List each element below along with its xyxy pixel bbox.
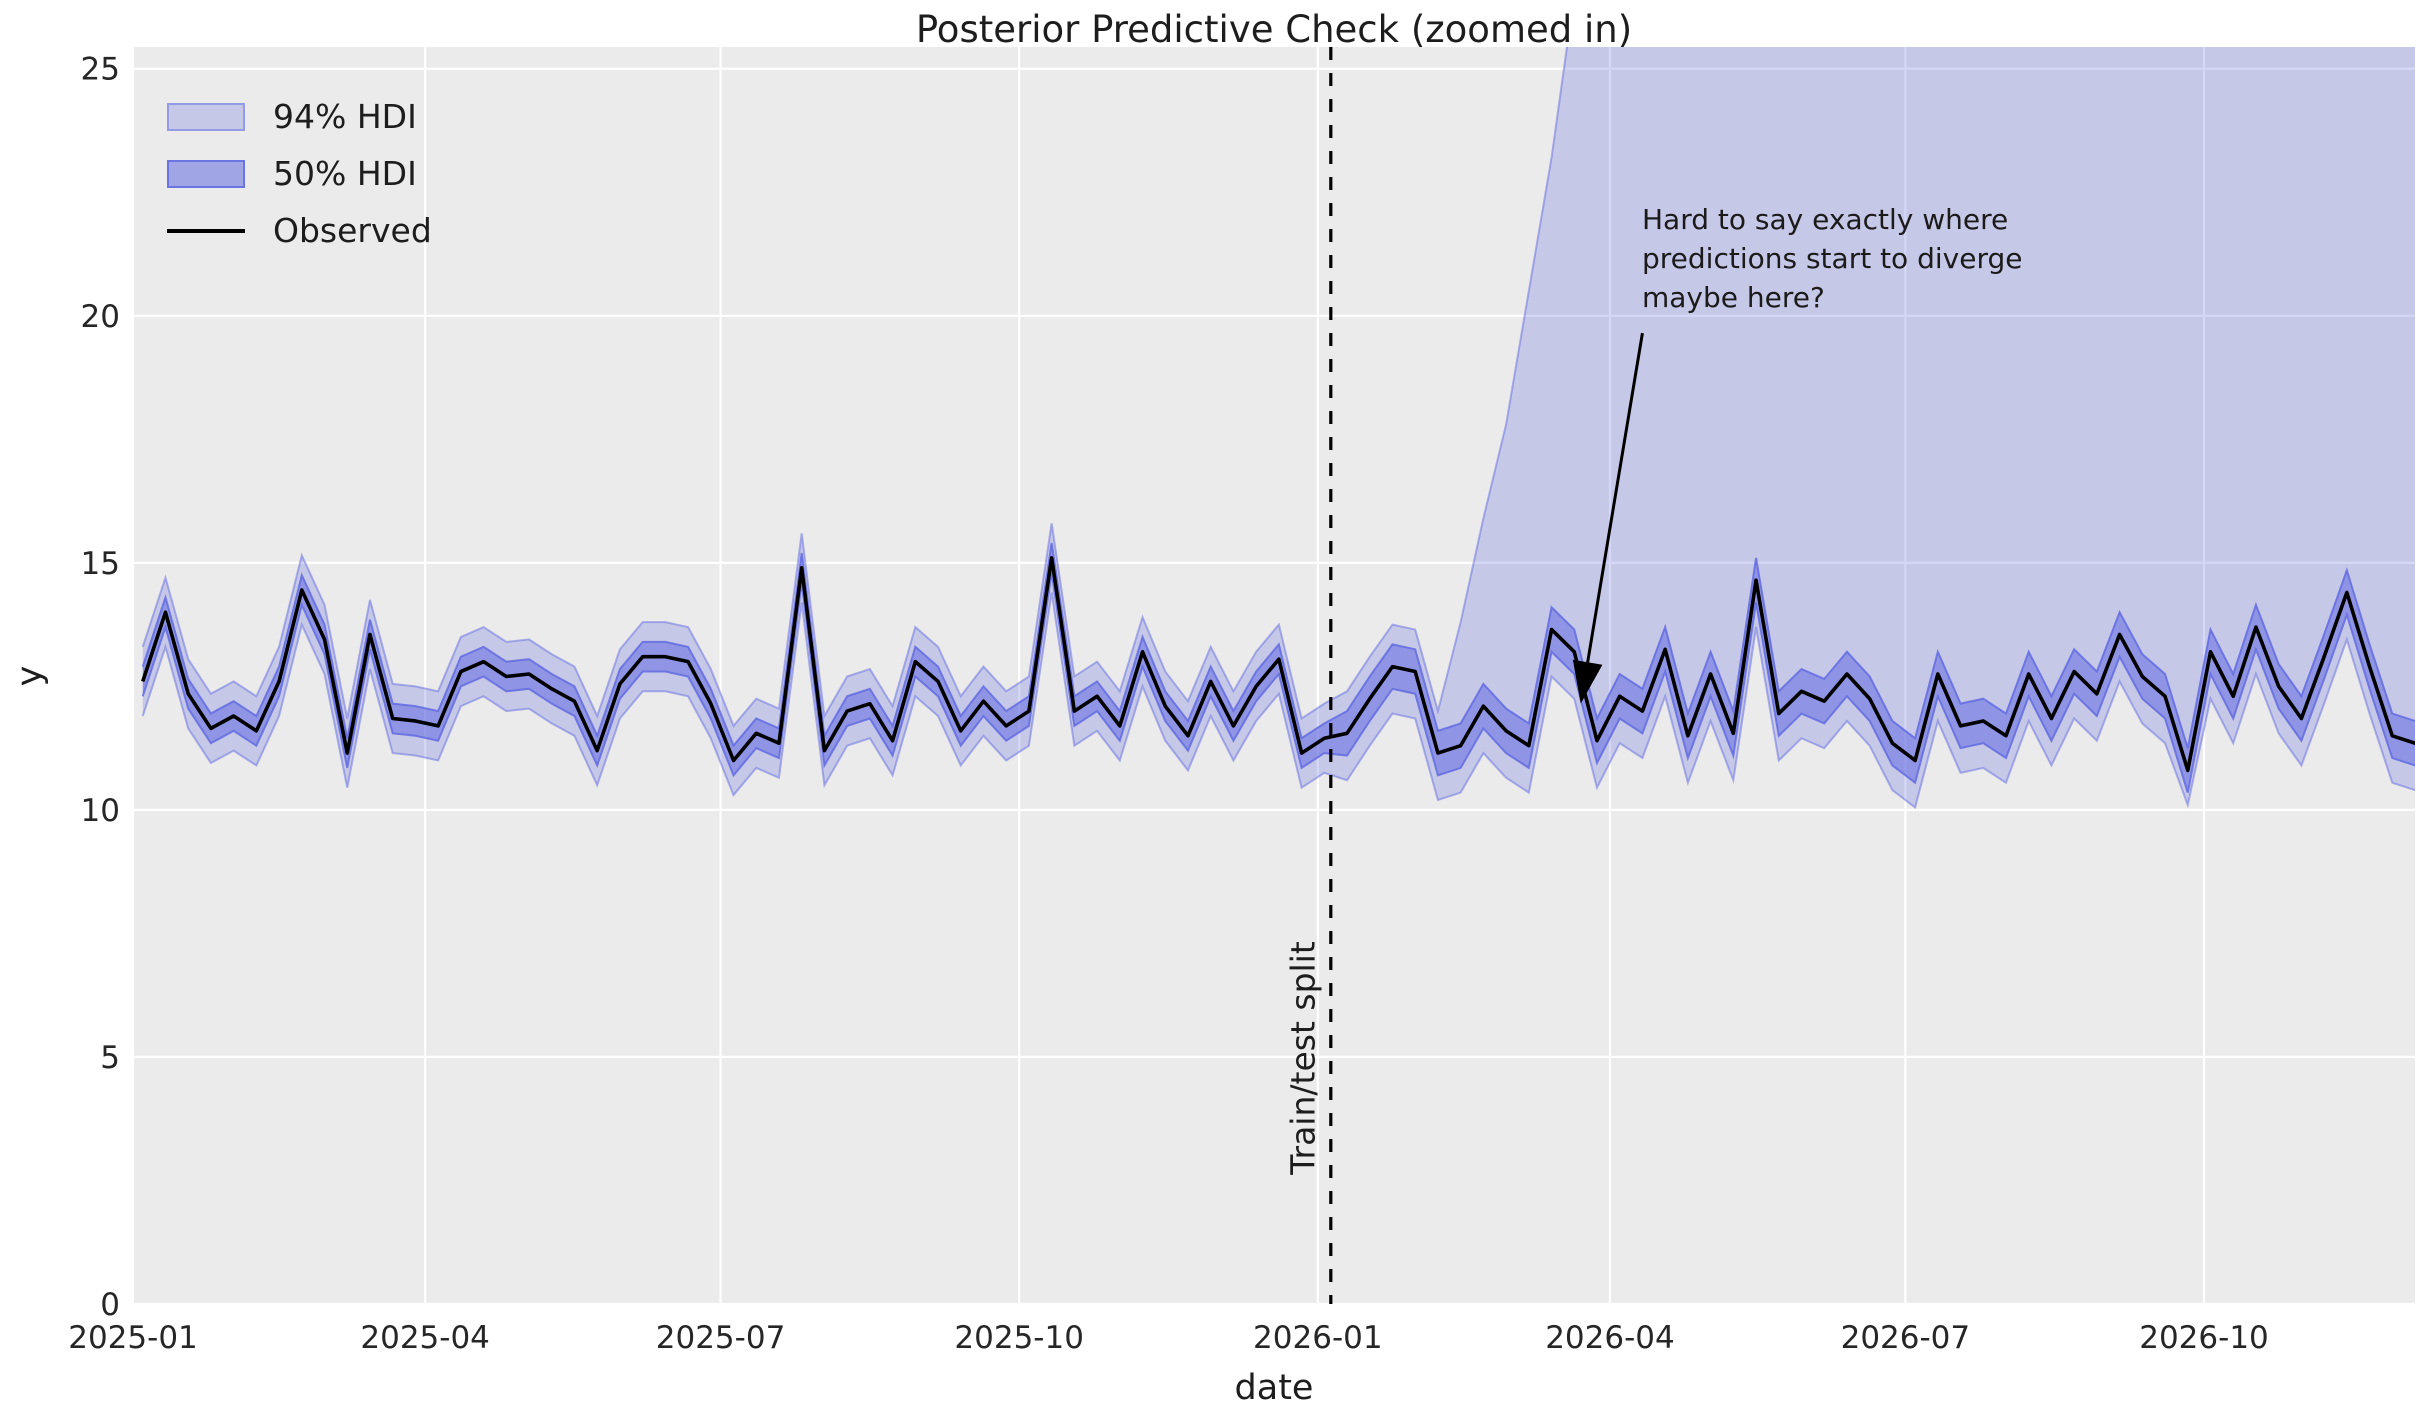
x-tick-label: 2026-01 — [1253, 1320, 1383, 1356]
annotation-line-3: maybe here? — [1642, 281, 1825, 314]
hdi-94-upper-edge — [141, 47, 1568, 728]
y-tick-label: 20 — [81, 299, 120, 335]
hdi-94-band — [142, 47, 2415, 808]
y-axis-label: y — [10, 665, 50, 687]
legend: 94% HDI 50% HDI Observed — [167, 96, 432, 252]
annotation-arrow-line — [1586, 332, 1644, 663]
legend-item-50-hdi: 50% HDI — [167, 153, 432, 195]
legend-label-94-hdi: 94% HDI — [273, 97, 417, 136]
legend-item-observed: Observed — [167, 210, 432, 252]
legend-item-94-hdi: 94% HDI — [167, 96, 432, 138]
annotation-line-2: predictions start to diverge — [1642, 242, 2023, 275]
y-tick-label: 5 — [100, 1040, 120, 1076]
x-tick-label: 2026-07 — [1841, 1320, 1971, 1356]
observed-line — [141, 556, 2415, 773]
x-tick-label: 2025-04 — [360, 1320, 490, 1356]
hdi-50-upper-edge — [141, 542, 2415, 749]
y-tick-label: 10 — [81, 793, 120, 829]
hdi-94-swatch-icon — [167, 103, 245, 131]
x-tick-label: 2025-10 — [954, 1320, 1084, 1356]
x-tick-label: 2026-10 — [2139, 1320, 2269, 1356]
observed-line-swatch-icon — [167, 229, 245, 233]
x-tick-label: 2025-07 — [656, 1320, 786, 1356]
hdi-94-lower-edge — [141, 592, 2415, 810]
x-tick-label: 2026-04 — [1545, 1320, 1675, 1356]
legend-label-observed: Observed — [273, 211, 432, 250]
annotation-line-1: Hard to say exactly where — [1642, 203, 2009, 236]
hdi-50-swatch-icon — [167, 160, 245, 188]
annotation-text: Hard to say exactly where predictions st… — [1642, 200, 2022, 317]
y-tick-label: 25 — [81, 52, 120, 88]
x-tick-label: 2025-01 — [68, 1320, 198, 1356]
y-tick-label: 0 — [100, 1287, 120, 1323]
hdi-50-band — [142, 543, 2415, 793]
legend-label-50-hdi: 50% HDI — [273, 154, 417, 193]
annotation-arrowhead-icon — [1572, 659, 1603, 704]
hdi-50-lower-edge — [141, 572, 2415, 793]
chart-title: Posterior Predictive Check (zoomed in) — [915, 8, 1633, 51]
y-tick-label: 15 — [81, 546, 120, 582]
train-test-split-label: Train/test split — [1283, 941, 1323, 1175]
x-axis-label: date — [1234, 1368, 1314, 1408]
